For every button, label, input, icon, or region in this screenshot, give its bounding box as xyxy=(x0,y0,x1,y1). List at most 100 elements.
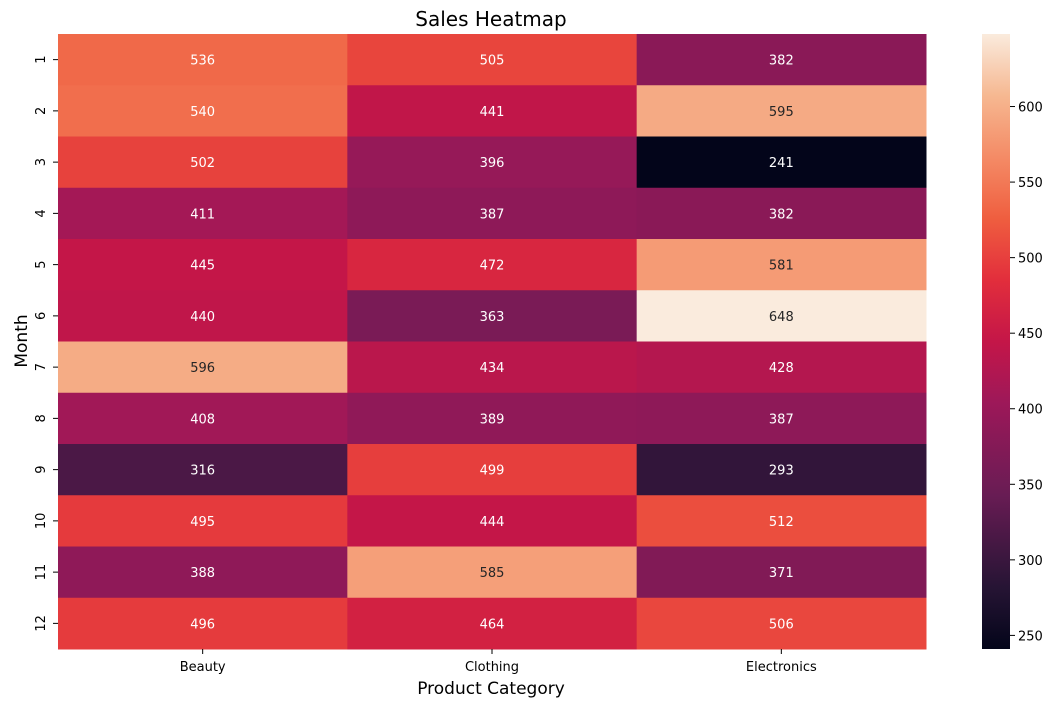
cell-value-label: 382 xyxy=(769,207,794,222)
heatmap-cell xyxy=(347,34,638,86)
chart-title: Sales Heatmap xyxy=(415,7,566,31)
x-tick-label: Clothing xyxy=(465,660,519,675)
heatmap-cell xyxy=(636,392,927,445)
heatmap-cell xyxy=(636,290,927,342)
heatmap-cells: 536 505 382 540 441 595 502 396 241 411 387 382 445 4… xyxy=(58,34,927,650)
heatmap-cell xyxy=(636,444,927,496)
heatmap-cell xyxy=(636,341,927,394)
cell-value-label: 512 xyxy=(769,515,794,530)
cell-value-label: 440 xyxy=(190,310,215,325)
heatmap-cell xyxy=(636,546,927,599)
cell-value-label: 505 xyxy=(480,54,505,69)
y-tick-label: 4 xyxy=(34,209,49,217)
heatmap-cell xyxy=(58,392,348,445)
heatmap-cell xyxy=(636,495,927,547)
heatmap-cell xyxy=(347,239,638,291)
cell-value-label: 464 xyxy=(480,617,505,632)
y-tick-label: 6 xyxy=(34,312,49,320)
heatmap-cell xyxy=(347,597,638,650)
y-tick-label: 10 xyxy=(34,513,49,530)
cell-value-label: 363 xyxy=(480,310,505,325)
x-axis-label: Product Category xyxy=(417,679,565,699)
colorbar-tick-label: 550 xyxy=(1018,176,1043,191)
x-tick-label: Beauty xyxy=(180,660,226,675)
cell-value-label: 499 xyxy=(480,464,505,479)
cell-value-label: 389 xyxy=(480,412,505,427)
cell-value-label: 540 xyxy=(190,105,215,120)
colorbar-tick-label: 400 xyxy=(1018,403,1043,418)
cell-value-label: 506 xyxy=(769,617,794,632)
heatmap-cell xyxy=(636,85,927,137)
y-tick-label: 11 xyxy=(34,564,49,581)
y-axis-label: Month xyxy=(12,314,32,367)
heatmap-cell xyxy=(347,85,638,137)
cell-value-label: 241 xyxy=(769,156,794,171)
y-tick-label: 2 xyxy=(34,107,49,115)
colorbar-tick-label: 600 xyxy=(1018,101,1043,116)
cell-value-label: 388 xyxy=(190,566,215,581)
heatmap-cell xyxy=(58,341,348,394)
cell-value-label: 496 xyxy=(190,617,215,632)
cell-value-label: 596 xyxy=(190,361,215,376)
heatmap-cell xyxy=(58,239,348,291)
colorbar-tick-label: 250 xyxy=(1018,629,1043,644)
cell-value-label: 536 xyxy=(190,54,215,69)
heatmap-cell xyxy=(636,187,927,240)
cell-value-label: 411 xyxy=(190,207,215,222)
y-tick-label: 1 xyxy=(34,55,49,63)
heatmap-cell xyxy=(347,392,638,445)
cell-value-label: 581 xyxy=(769,259,794,274)
cell-value-label: 472 xyxy=(480,259,505,274)
cell-value-label: 293 xyxy=(769,464,794,479)
heatmap-cell xyxy=(58,546,348,599)
y-tick-label: 8 xyxy=(34,414,49,422)
heatmap-cell xyxy=(347,546,638,599)
heatmap-cell xyxy=(58,495,348,547)
heatmap-cell xyxy=(58,444,348,496)
colorbar-tick-label: 300 xyxy=(1018,554,1043,569)
colorbar-tick-label: 350 xyxy=(1018,478,1043,493)
x-axis-ticks: Beauty Clothing Electronics xyxy=(180,649,817,675)
heatmap-cell xyxy=(347,290,638,342)
heatmap-cell xyxy=(58,34,348,86)
heatmap-cell xyxy=(636,34,927,86)
cell-value-label: 434 xyxy=(480,361,505,376)
cell-value-label: 408 xyxy=(190,412,215,427)
x-tick-label: Electronics xyxy=(746,660,817,675)
y-tick-label: 3 xyxy=(34,158,49,166)
cell-value-label: 445 xyxy=(190,259,215,274)
cell-value-label: 585 xyxy=(480,566,505,581)
cell-value-label: 387 xyxy=(769,412,794,427)
y-tick-label: 7 xyxy=(34,363,49,371)
y-tick-label: 12 xyxy=(34,615,49,632)
heatmap-cell xyxy=(58,136,348,189)
heatmap-cell xyxy=(347,187,638,240)
heatmap-cell xyxy=(636,239,927,291)
cell-value-label: 648 xyxy=(769,310,794,325)
y-tick-label: 9 xyxy=(34,465,49,473)
cell-value-label: 495 xyxy=(190,515,215,530)
heatmap-cell xyxy=(347,341,638,394)
cell-value-label: 428 xyxy=(769,361,794,376)
cell-value-label: 502 xyxy=(190,156,215,171)
colorbar-tick-label: 450 xyxy=(1018,327,1043,342)
heatmap-cell xyxy=(347,444,638,496)
cell-value-label: 444 xyxy=(480,515,505,530)
heatmap-cell xyxy=(58,597,348,650)
cell-value-label: 316 xyxy=(190,464,215,479)
heatmap-cell xyxy=(347,136,638,189)
heatmap-cell xyxy=(636,136,927,189)
cell-value-label: 371 xyxy=(769,566,794,581)
colorbar-tick-label: 500 xyxy=(1018,252,1043,267)
colorbar xyxy=(982,34,1010,649)
heatmap-cell xyxy=(58,187,348,240)
colorbar-ticks: 250 300 350 400 450 500 550 600 xyxy=(1010,101,1043,644)
cell-value-label: 387 xyxy=(480,207,505,222)
heatmap-cell xyxy=(58,290,348,342)
cell-value-label: 382 xyxy=(769,54,794,69)
heatmap-cell xyxy=(636,597,927,650)
heatmap-cell xyxy=(58,85,348,137)
cell-value-label: 595 xyxy=(769,105,794,120)
heatmap-cell xyxy=(347,495,638,547)
